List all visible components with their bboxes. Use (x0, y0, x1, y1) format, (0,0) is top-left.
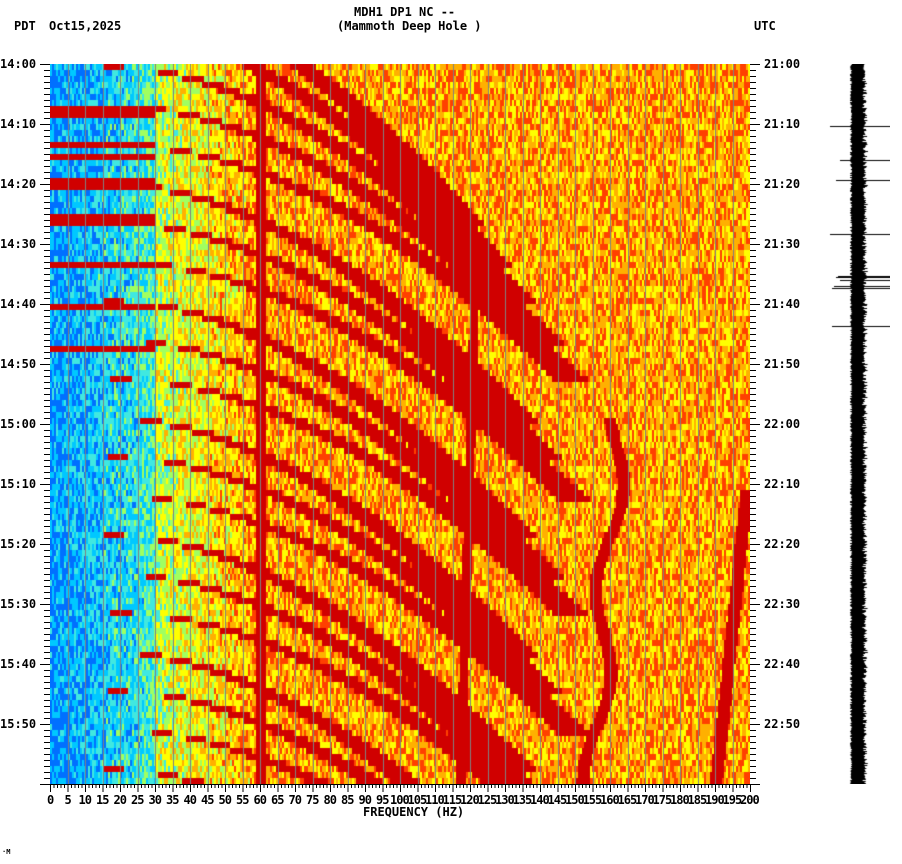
x-tick-label: 85 (341, 793, 354, 807)
x-tick-label: 105 (407, 793, 428, 807)
y-tick-left: 15:10 (0, 477, 37, 491)
x-tick-label: 135 (512, 793, 533, 807)
x-tick-label: 110 (425, 793, 445, 807)
y-tick-left: 15:40 (0, 657, 37, 671)
seismogram-trace (820, 64, 890, 784)
y-tick-right: 21:10 (764, 117, 801, 131)
y-tick-left: 15:20 (0, 537, 37, 551)
y-tick-left: 14:40 (0, 297, 37, 311)
x-tick-label: 55 (236, 793, 249, 807)
y-tick-right: 21:50 (764, 357, 801, 371)
x-tick-label: 155 (582, 793, 603, 807)
spectrogram-plot (50, 64, 750, 784)
station-line: MDH1 DP1 NC -- (354, 5, 456, 19)
x-tick-label: 65 (271, 793, 284, 807)
y-tick-right: 22:50 (764, 717, 801, 731)
x-tick-label: 45 (201, 793, 214, 807)
x-tick-label: 90 (358, 793, 372, 807)
y-tick-right: 21:20 (764, 177, 801, 191)
y-tick-right: 21:30 (764, 237, 801, 251)
x-tick-label: 130 (495, 793, 515, 807)
x-tick-label: 100 (390, 793, 410, 807)
y-tick-right: 22:40 (764, 657, 801, 671)
x-tick-label: 40 (183, 793, 197, 807)
x-tick-label: 0 (47, 793, 54, 807)
date-label: Oct15,2025 (49, 19, 122, 33)
y-tick-left: 15:50 (0, 717, 37, 731)
y-tick-right: 21:40 (764, 297, 801, 311)
x-tick-label: 50 (218, 793, 232, 807)
x-tick-label: 185 (687, 793, 708, 807)
y-tick-right: 22:20 (764, 537, 801, 551)
x-tick-label: 200 (740, 793, 760, 807)
y-tick-left: 14:20 (0, 177, 37, 191)
y-tick-left: 14:50 (0, 357, 37, 371)
x-tick-label: 190 (705, 793, 725, 807)
x-tick-label: 195 (722, 793, 743, 807)
x-tick-label: 120 (460, 793, 480, 807)
x-tick-label: 70 (288, 793, 302, 807)
x-tick-label: 10 (78, 793, 92, 807)
x-tick-label: 115 (442, 793, 463, 807)
x-tick-label: 25 (131, 793, 144, 807)
x-tick-label: 30 (148, 793, 162, 807)
x-tick-label: 170 (635, 793, 655, 807)
x-tick-label: 145 (547, 793, 568, 807)
y-tick-left: 14:10 (0, 117, 37, 131)
x-tick-label: 60 (253, 793, 267, 807)
y-tick-left: 14:30 (0, 237, 37, 251)
footer-mark: ·M (2, 848, 11, 856)
y-tick-left: 15:30 (0, 597, 37, 611)
x-tick-label: 140 (530, 793, 550, 807)
x-tick-label: 80 (323, 793, 337, 807)
y-tick-left: 15:00 (0, 417, 37, 431)
y-tick-left: 14:00 (0, 57, 37, 71)
x-tick-label: 160 (600, 793, 620, 807)
station-name: (Mammoth Deep Hole ) (337, 19, 482, 33)
x-tick-label: 20 (113, 793, 127, 807)
y-tick-right: 22:30 (764, 597, 801, 611)
right-timezone: UTC (754, 19, 776, 33)
left-timezone: PDT (14, 19, 36, 33)
x-tick-label: 180 (670, 793, 690, 807)
y-tick-right: 22:10 (764, 477, 801, 491)
x-tick-label: 95 (376, 793, 389, 807)
x-tick-label: 35 (166, 793, 179, 807)
x-tick-label: 15 (96, 793, 109, 807)
x-tick-label: 5 (64, 793, 72, 807)
y-tick-right: 22:00 (764, 417, 801, 431)
x-tick-label: 175 (652, 793, 673, 807)
x-axis-title: FREQUENCY (HZ) (363, 805, 465, 819)
y-tick-right: 21:00 (764, 57, 801, 71)
x-tick-label: 125 (477, 793, 498, 807)
x-tick-label: 165 (617, 793, 638, 807)
x-tick-label: 75 (306, 793, 319, 807)
x-tick-label: 150 (565, 793, 585, 807)
